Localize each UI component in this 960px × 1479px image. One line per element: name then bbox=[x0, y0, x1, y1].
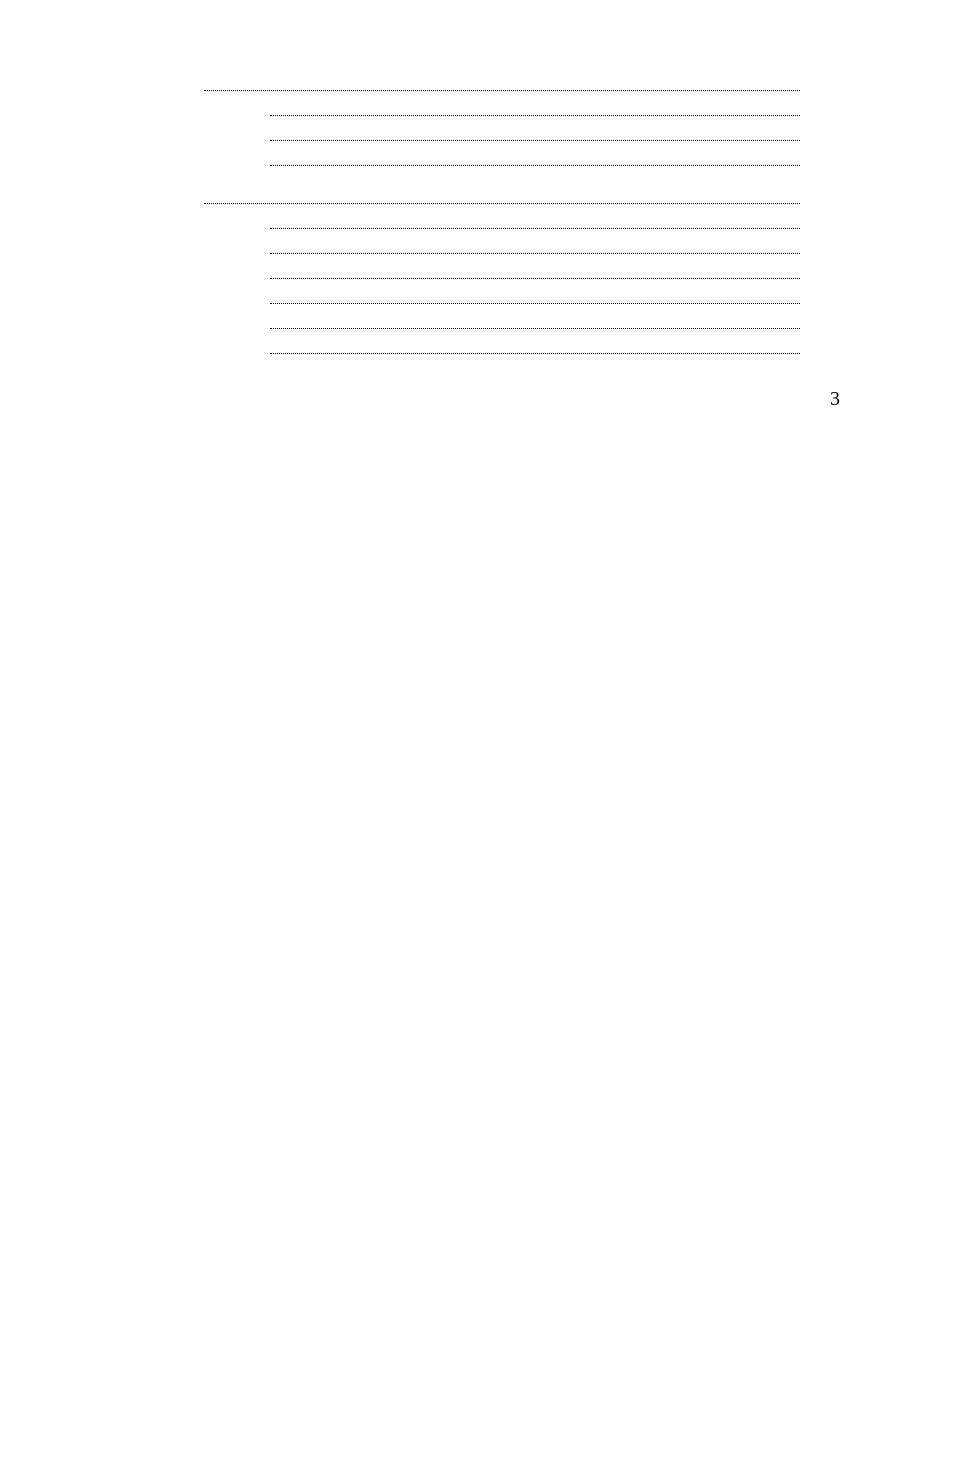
toc-leader bbox=[270, 147, 800, 166]
toc-row bbox=[200, 310, 840, 334]
page-number: 3 bbox=[152, 385, 840, 414]
toc-row bbox=[152, 72, 840, 96]
toc-leader bbox=[204, 72, 800, 91]
toc-leader bbox=[270, 97, 800, 116]
toc-leader bbox=[270, 122, 800, 141]
toc-leader bbox=[270, 335, 800, 354]
toc-row bbox=[200, 97, 840, 121]
toc-row bbox=[200, 285, 840, 309]
toc-leader bbox=[270, 235, 800, 254]
table-of-contents bbox=[152, 72, 840, 359]
toc-leader bbox=[204, 185, 800, 204]
toc-row bbox=[200, 210, 840, 234]
toc-leader bbox=[270, 210, 800, 229]
toc-row bbox=[152, 185, 840, 209]
toc-row bbox=[200, 260, 840, 284]
toc-row bbox=[200, 147, 840, 171]
toc-row bbox=[200, 335, 840, 359]
toc-leader bbox=[270, 260, 800, 279]
toc-leader bbox=[270, 285, 800, 304]
toc-row bbox=[200, 122, 840, 146]
toc-leader bbox=[270, 310, 800, 329]
page: 3 bbox=[0, 0, 960, 1479]
toc-row bbox=[200, 235, 840, 259]
